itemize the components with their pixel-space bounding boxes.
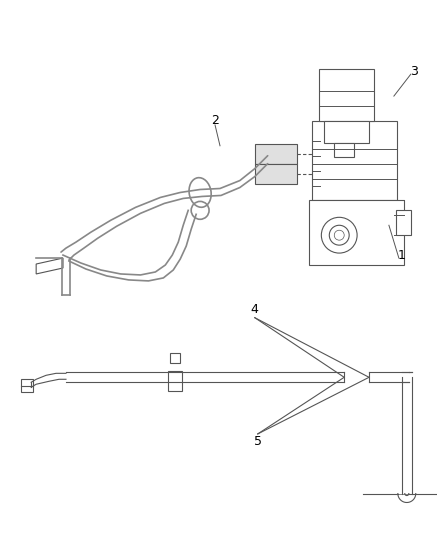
Bar [21, 379, 33, 392]
Bar [396, 211, 411, 235]
Bar [309, 200, 404, 265]
Text: 1: 1 [398, 248, 406, 262]
Text: 2: 2 [211, 115, 219, 127]
Bar [255, 144, 297, 164]
Text: 5: 5 [254, 435, 262, 448]
Polygon shape [36, 258, 63, 274]
Bar [168, 372, 182, 391]
Bar [319, 69, 374, 121]
Bar [324, 121, 369, 143]
Bar [255, 164, 297, 183]
Bar [334, 143, 354, 157]
Bar [170, 353, 180, 364]
Bar [312, 121, 397, 200]
Text: 3: 3 [410, 64, 418, 78]
Text: 4: 4 [251, 303, 259, 316]
